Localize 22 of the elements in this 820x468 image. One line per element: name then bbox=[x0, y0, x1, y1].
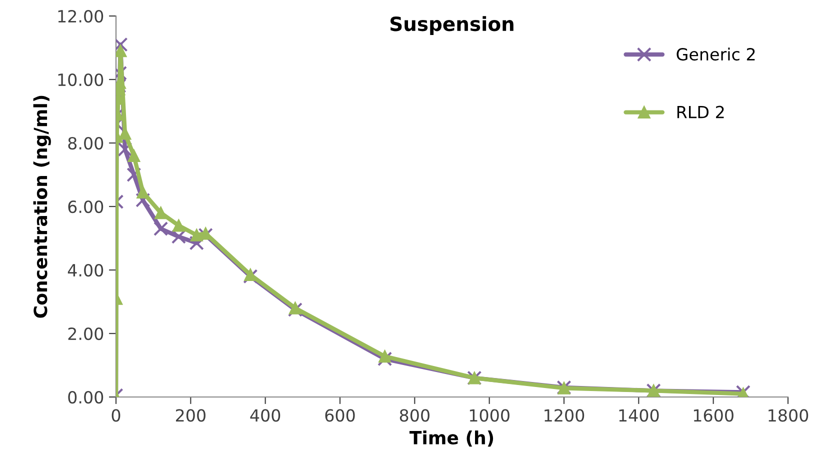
legend-label: RLD 2 bbox=[677, 106, 724, 118]
y-tick-label: 0.00 bbox=[68, 390, 104, 404]
x-tick-label: 400 bbox=[250, 409, 280, 422]
y-tick-label: 6.00 bbox=[68, 200, 104, 214]
y-tick-label: 2.00 bbox=[68, 327, 104, 340]
x-tick-label: 1000 bbox=[470, 409, 510, 422]
y-tick-label: 8.00 bbox=[68, 136, 104, 150]
y-tick-label: 12.00 bbox=[58, 10, 104, 23]
chart-title: Suspension bbox=[390, 16, 514, 35]
x-tick-label: 0 bbox=[112, 409, 120, 422]
x-tick-label: 800 bbox=[400, 409, 430, 422]
x-tick-label: 600 bbox=[325, 409, 355, 422]
x-tick-label: 1600 bbox=[694, 409, 734, 422]
y-tick-label: 4.00 bbox=[68, 264, 104, 277]
x-tick-label: 1400 bbox=[619, 409, 659, 422]
x-tick-label: 1800 bbox=[768, 409, 808, 422]
x-tick-label: 200 bbox=[176, 409, 206, 422]
y-axis-title: Concentration (ng/ml) bbox=[33, 96, 51, 318]
x-tick-label: 1200 bbox=[544, 409, 584, 422]
x-axis-title: Time (h) bbox=[409, 430, 494, 447]
y-tick-label: 10.00 bbox=[58, 73, 104, 86]
legend-label: Generic 2 bbox=[676, 48, 755, 61]
